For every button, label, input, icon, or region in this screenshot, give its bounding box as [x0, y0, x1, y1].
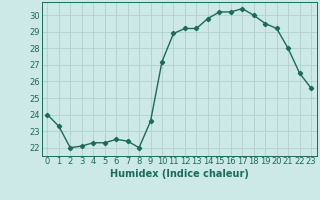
X-axis label: Humidex (Indice chaleur): Humidex (Indice chaleur): [110, 169, 249, 179]
